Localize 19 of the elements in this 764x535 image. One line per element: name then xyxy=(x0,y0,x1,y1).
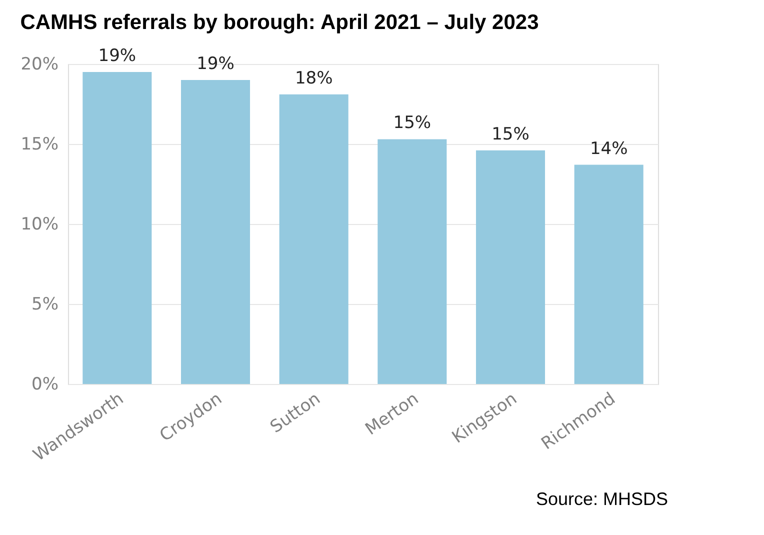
data-label: 15% xyxy=(492,124,530,144)
bar xyxy=(378,139,447,384)
y-tick-label: 15% xyxy=(20,134,58,154)
bar xyxy=(180,80,250,384)
y-tick-label: 20% xyxy=(20,54,58,74)
data-label: 14% xyxy=(590,138,628,159)
data-label: 18% xyxy=(294,68,333,88)
y-tick-label: 5% xyxy=(32,294,58,314)
y-tick-label: 10% xyxy=(20,214,58,234)
bar xyxy=(574,164,644,384)
chart-title: CAMHS referrals by borough: April 2021 – July 2023 xyxy=(20,11,539,34)
data-label: 15% xyxy=(393,113,432,134)
bar xyxy=(476,150,546,384)
data-label: 19% xyxy=(196,54,234,74)
y-tick-label: 0% xyxy=(32,374,58,394)
bar xyxy=(82,72,152,384)
bar xyxy=(279,94,348,384)
data-label: 19% xyxy=(98,46,136,66)
source-note: Source: MHSDS xyxy=(536,489,668,509)
